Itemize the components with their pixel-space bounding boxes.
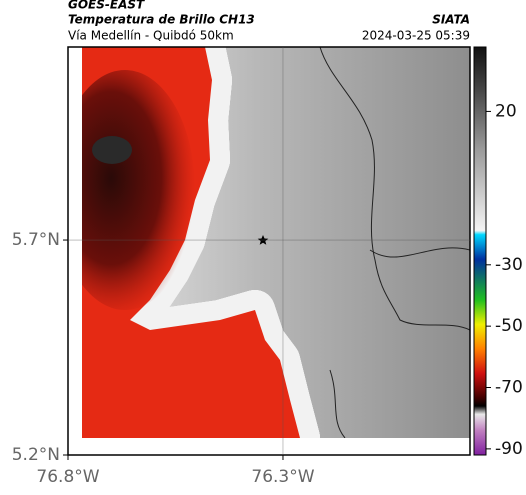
colorbar-tick-label: -30 [495,255,523,275]
x-tick-label: 76.8°W [36,467,99,487]
y-tick-label: 5.7°N [12,230,60,250]
colorbar-tick-label: -70 [495,378,523,398]
map-frame [67,46,471,456]
satellite-image [82,47,470,438]
colorbar-tick-label: -90 [495,439,523,459]
y-tick-label: 5.2°N [12,445,60,465]
colorbar-tick-label: -50 [495,316,523,336]
colorbar [473,46,487,456]
colorbar-tick-label: 20 [495,101,517,121]
product: Temperatura de Brillo CH13 [68,13,255,27]
source: GOES-EAST [68,0,145,12]
agency: SIATA [432,13,470,27]
x-tick-label: 76.3°W [251,467,314,487]
datetime: 2024-03-25 05:39 [362,29,470,43]
route: Vía Medellín - Quibdó 50km [68,29,234,43]
